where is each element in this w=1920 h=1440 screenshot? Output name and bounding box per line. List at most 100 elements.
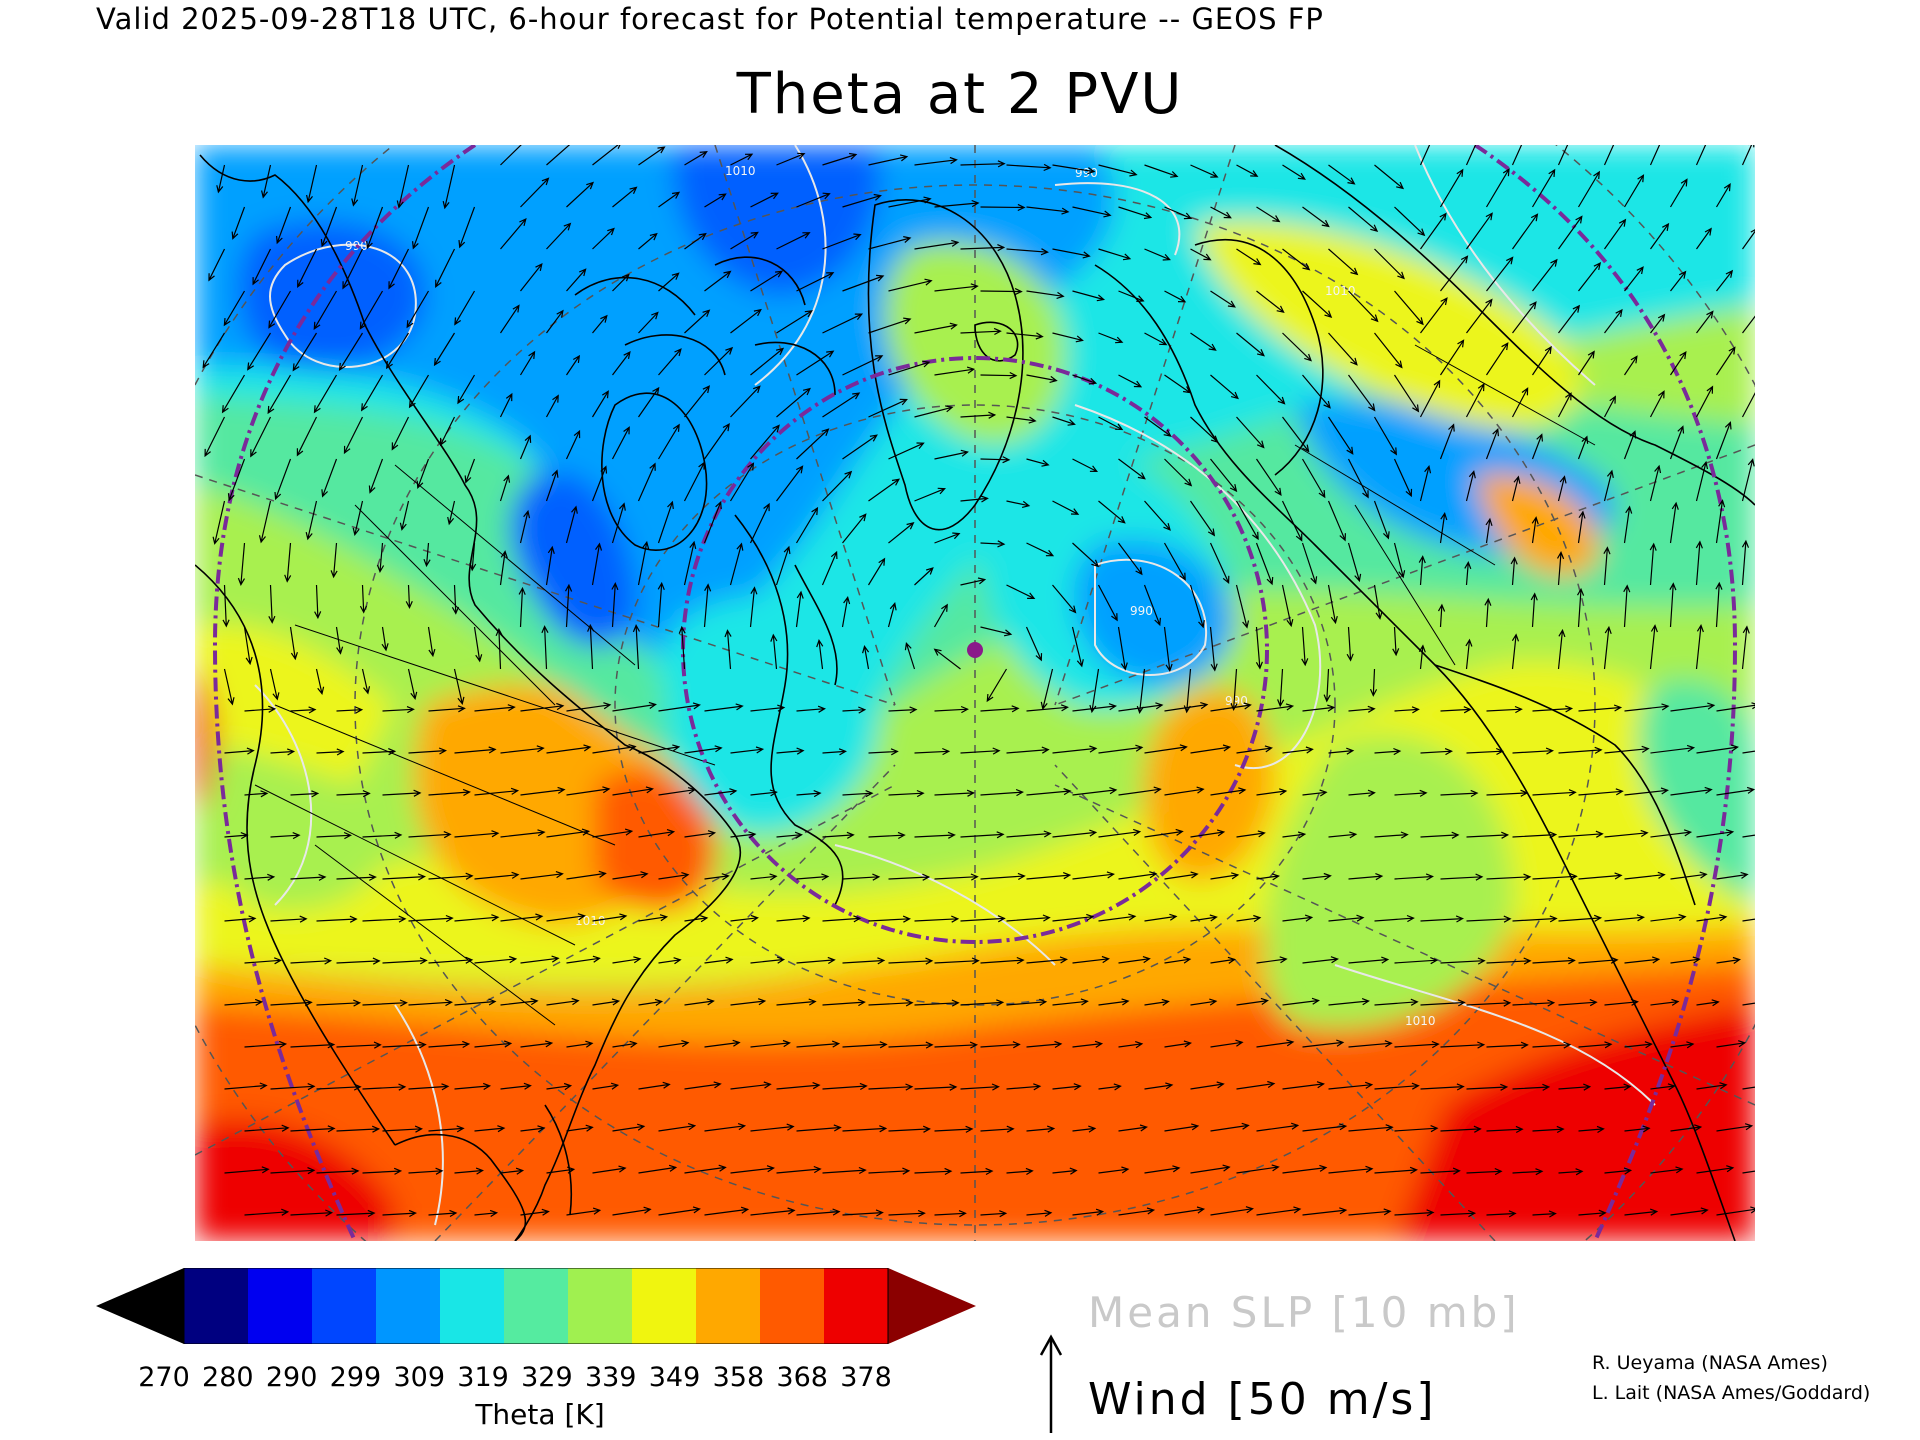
wind-vector	[611, 502, 626, 544]
wind-vector	[1715, 499, 1726, 544]
wind-vector	[704, 788, 738, 796]
wind-vector	[1098, 416, 1124, 431]
boundary	[394, 464, 636, 666]
wind-vector	[914, 1167, 953, 1176]
wind-vector	[914, 747, 951, 756]
wind-vector	[382, 1041, 427, 1049]
theta-colorbar	[96, 1268, 976, 1344]
wind-vector	[960, 1167, 994, 1176]
wind-vector	[1210, 872, 1240, 880]
wind-vector	[1669, 582, 1677, 628]
wind-vector	[612, 1206, 652, 1216]
wind-vector	[704, 346, 734, 376]
wind-vector	[1578, 788, 1624, 796]
wind-vector	[1486, 256, 1514, 292]
wind-vector	[314, 584, 322, 620]
wind-vector	[1394, 789, 1428, 797]
wind-vector	[730, 1081, 772, 1090]
wind-vector	[1532, 1125, 1565, 1134]
wind-vector	[1558, 304, 1581, 334]
wind-vector	[1328, 747, 1355, 755]
wind-vector	[1649, 624, 1658, 670]
wind-vector	[454, 830, 500, 838]
wind-vector	[546, 997, 580, 1006]
wind-vector	[382, 873, 426, 881]
patch-cold-hudson	[510, 472, 637, 646]
wind-vector	[1512, 747, 1554, 755]
slp-label: 990	[1130, 604, 1153, 618]
wind-vector	[934, 957, 980, 965]
colorbar-segment	[824, 1268, 889, 1344]
wind-vector	[1190, 500, 1216, 537]
wind-vector	[1669, 425, 1685, 460]
wind-vector	[1144, 744, 1188, 754]
wind-vector	[320, 206, 338, 248]
patch-cyan-labrador	[664, 596, 879, 835]
wind-vector	[914, 322, 958, 334]
wind-vector	[822, 1082, 868, 1091]
wind-vector	[960, 999, 1005, 1007]
wind-vector	[1374, 164, 1405, 190]
wind-vector	[1373, 416, 1397, 456]
wind-vector	[336, 957, 381, 965]
wind-vector	[362, 831, 403, 839]
wind-vector	[914, 915, 960, 923]
wind-vector	[1255, 626, 1263, 670]
wind-vector	[1052, 913, 1095, 922]
wind-vector	[546, 1082, 573, 1091]
wind-vector	[1512, 831, 1558, 839]
wind-vector	[1282, 332, 1312, 362]
wind-vector	[224, 747, 255, 755]
wind-vector	[822, 470, 853, 502]
wind-vector	[775, 545, 791, 586]
wind-vector	[795, 506, 819, 544]
launch-site-marker[interactable]	[967, 642, 983, 658]
wind-vector	[1323, 668, 1331, 703]
wind-vector	[704, 873, 730, 881]
wind-vector	[1026, 956, 1068, 964]
wind-vector	[336, 706, 364, 714]
wind-vector	[499, 474, 511, 502]
wind-vector	[658, 957, 682, 965]
wind-vector	[1282, 914, 1314, 922]
wind-vector	[1420, 915, 1464, 923]
slp-contour-7	[254, 684, 313, 906]
patch-cold-arctic	[673, 145, 881, 295]
wind-vector	[1486, 342, 1509, 376]
wind-vector	[868, 398, 908, 418]
wind-vector	[592, 1165, 627, 1174]
wind-vector	[960, 831, 1005, 839]
wind-vector	[391, 416, 410, 451]
wind-vector	[867, 557, 886, 586]
wind-vector	[1624, 1208, 1659, 1216]
wind-vector	[1236, 1080, 1276, 1090]
wind-vector	[1741, 625, 1750, 670]
wind-vector	[520, 955, 560, 964]
wind-vector	[1026, 704, 1069, 712]
wind-vector	[1328, 1081, 1374, 1090]
wind-vector	[1164, 702, 1209, 712]
wind-vector	[428, 956, 474, 964]
wind-vector	[1190, 416, 1219, 444]
wind-vector	[1532, 1210, 1557, 1218]
colorbar-tick-label: 358	[712, 1362, 765, 1393]
wind-vector	[980, 705, 1020, 713]
wind-vector	[244, 1040, 288, 1049]
wind-vector	[1118, 786, 1162, 796]
wind-vector	[1327, 500, 1346, 542]
wind-vector	[638, 232, 658, 250]
wind-vector	[1532, 345, 1552, 376]
wind-vector	[1026, 788, 1072, 796]
wind-vector	[290, 1125, 336, 1133]
slp-contour-labels: 990 1010 990 1010 990 990 1010 1010	[345, 164, 1436, 1028]
wind-vector	[1348, 374, 1376, 412]
wind-vector	[244, 1208, 290, 1216]
theta-map[interactable]: 990 1010 990 1010 990 990 1010 1010	[195, 145, 1755, 1241]
wind-vector	[1624, 703, 1670, 712]
wind-vector	[1742, 315, 1755, 334]
colorbar-tick-labels: 270 280 290 299 309 319 329 339 349 358 368 378	[138, 1362, 930, 1396]
wind-vector	[342, 248, 364, 290]
wind-vector	[1328, 1165, 1374, 1174]
wind-vector	[1670, 956, 1701, 964]
wind-vector	[1347, 542, 1362, 583]
